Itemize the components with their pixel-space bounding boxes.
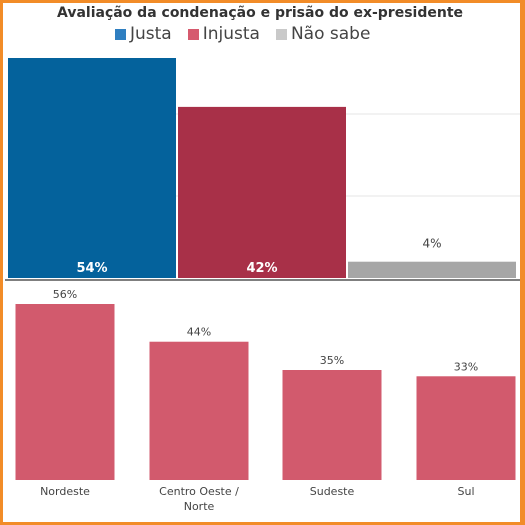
tick-label-sul: Sul [457, 485, 474, 498]
bar-centro-oeste-norte [149, 341, 249, 480]
bar-sudeste [282, 370, 382, 480]
bar-injusta [178, 106, 346, 278]
data-label-centro-oeste-norte: 44% [187, 326, 211, 339]
data-label-injusta: 42% [246, 261, 277, 276]
tick-label-nordeste: Nordeste [40, 485, 90, 498]
tick-label-centro-oeste-norte-2: Norte [184, 500, 215, 513]
data-label-sul: 33% [454, 360, 478, 373]
data-label-sudeste: 35% [320, 354, 344, 367]
bar-nao-sabe [348, 261, 516, 278]
bar-nordeste [15, 304, 115, 480]
legend-item-injusta: Injusta [187, 24, 260, 44]
legend-swatch-injusta [187, 28, 199, 40]
legend-label-justa: Justa [130, 24, 172, 44]
legend-label-nao-sabe: Não sabe [290, 24, 371, 44]
data-label-justa: 54% [76, 261, 107, 276]
data-label-nao-sabe: 4% [422, 237, 441, 251]
legend-swatch-nao-sabe [275, 28, 287, 40]
legend-item-justa: Justa [115, 24, 172, 44]
legend: Justa Injusta Não sabe [115, 24, 386, 44]
legend-label-injusta: Injusta [202, 24, 260, 44]
chart-title: Avaliação da condenação e prisão do ex-p… [56, 5, 464, 21]
legend-item-nao-sabe: Não sabe [275, 24, 371, 44]
data-label-nordeste: 56% [53, 288, 77, 301]
tick-label-sudeste: Sudeste [310, 485, 355, 498]
bar-sul [416, 376, 516, 480]
bar-justa [8, 58, 176, 278]
legend-swatch-justa [115, 28, 126, 40]
tick-label-centro-oeste-norte-1: Centro Oeste / [159, 485, 239, 498]
